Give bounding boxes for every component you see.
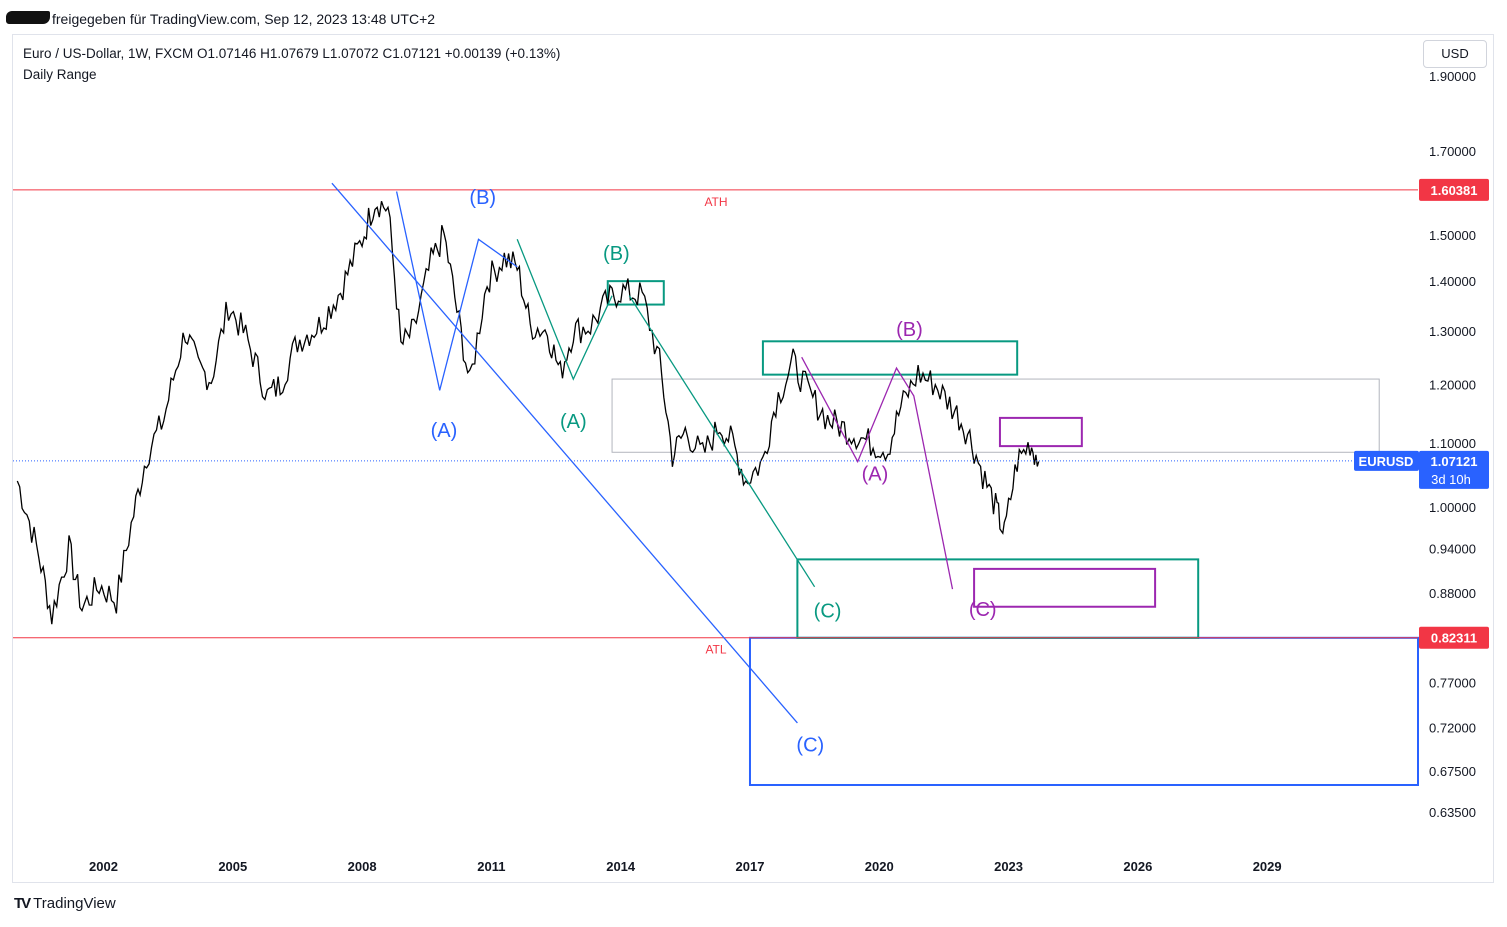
x-tick-label: 2029 — [1253, 859, 1282, 874]
level-badge-label: 0.82311 — [1431, 631, 1477, 646]
y-tick-label: 0.77000 — [1429, 676, 1476, 691]
tradingview-brand: TradingView — [33, 895, 116, 912]
zone-box — [761, 340, 1019, 376]
zone-box — [973, 567, 1157, 608]
zone-box — [796, 558, 1200, 639]
wave-label: (A) — [862, 464, 889, 486]
chart-frame — [12, 34, 1494, 883]
y-tick-label: 0.72000 — [1429, 721, 1476, 736]
wave-line — [628, 295, 816, 588]
tradingview-icon: TV — [14, 895, 31, 912]
wave-line — [331, 182, 798, 724]
indicator-legend[interactable]: Daily Range — [23, 67, 97, 82]
currency-button[interactable]: USD — [1423, 40, 1487, 68]
x-tick-label: 2020 — [865, 859, 894, 874]
level-badge — [1419, 626, 1489, 649]
zone-box — [998, 416, 1083, 448]
y-tick-label: 1.10000 — [1429, 436, 1476, 451]
level-label: ATL — [705, 643, 726, 657]
wave-label: (C) — [969, 599, 997, 621]
wave-label: (B) — [896, 319, 923, 341]
wave-label: (C) — [814, 601, 842, 623]
x-tick-label: 2005 — [218, 859, 247, 874]
wave-line — [395, 191, 518, 391]
y-tick-label: 1.30000 — [1429, 324, 1476, 339]
x-tick-label: 2014 — [606, 859, 636, 874]
y-tick-label: 1.50000 — [1429, 228, 1476, 243]
wave-label: (B) — [603, 243, 630, 265]
x-tick-label: 2002 — [89, 859, 118, 874]
x-tick-label: 2011 — [477, 859, 505, 874]
wave-label: (A) — [431, 420, 458, 442]
y-tick-label: 0.94000 — [1429, 542, 1476, 557]
x-tick-label: 2008 — [348, 859, 377, 874]
symbol-badge — [1354, 450, 1419, 471]
y-tick-label: 1.70000 — [1429, 144, 1476, 159]
last-price-label: 1.07121 — [1431, 454, 1478, 469]
last-price-badge — [1419, 450, 1489, 489]
y-tick-label: 1.40000 — [1429, 274, 1476, 289]
symbol-legend: Euro / US-Dollar, 1W, FXCM O1.07146 H1.0… — [23, 46, 561, 61]
zone-box — [748, 636, 1419, 786]
price-line — [16, 200, 1040, 625]
wave-line — [516, 239, 613, 381]
redacted-username — [6, 11, 50, 24]
y-tick-label: 0.67500 — [1429, 764, 1476, 779]
x-tick-label: 2023 — [994, 859, 1023, 874]
x-tick-label: 2017 — [736, 859, 765, 874]
y-tick-label: 1.90000 — [1429, 69, 1476, 84]
wave-label: (C) — [796, 734, 824, 756]
level-badge — [1419, 178, 1489, 201]
zone-box — [611, 378, 1380, 453]
y-tick-label: 1.00000 — [1429, 500, 1476, 515]
tradingview-logo[interactable]: TV TradingView — [14, 895, 116, 912]
y-tick-label: 0.63500 — [1429, 805, 1476, 820]
y-tick-label: 0.88000 — [1429, 586, 1476, 601]
wave-label: (B) — [469, 187, 496, 209]
level-label: ATH — [704, 195, 727, 209]
wave-label: (A) — [560, 411, 587, 433]
x-tick-label: 2026 — [1123, 859, 1152, 874]
publish-bar: freigegeben für TradingView.com, Sep 12,… — [0, 0, 1507, 34]
y-tick-label: 1.20000 — [1429, 378, 1476, 393]
publish-info: freigegeben für TradingView.com, Sep 12,… — [52, 11, 436, 27]
wave-line — [801, 356, 954, 590]
symbol-badge-label: EURUSD — [1359, 454, 1414, 469]
zone-box — [606, 280, 665, 306]
level-badge-label: 1.60381 — [1431, 183, 1478, 198]
countdown-label: 3d 10h — [1431, 472, 1471, 487]
